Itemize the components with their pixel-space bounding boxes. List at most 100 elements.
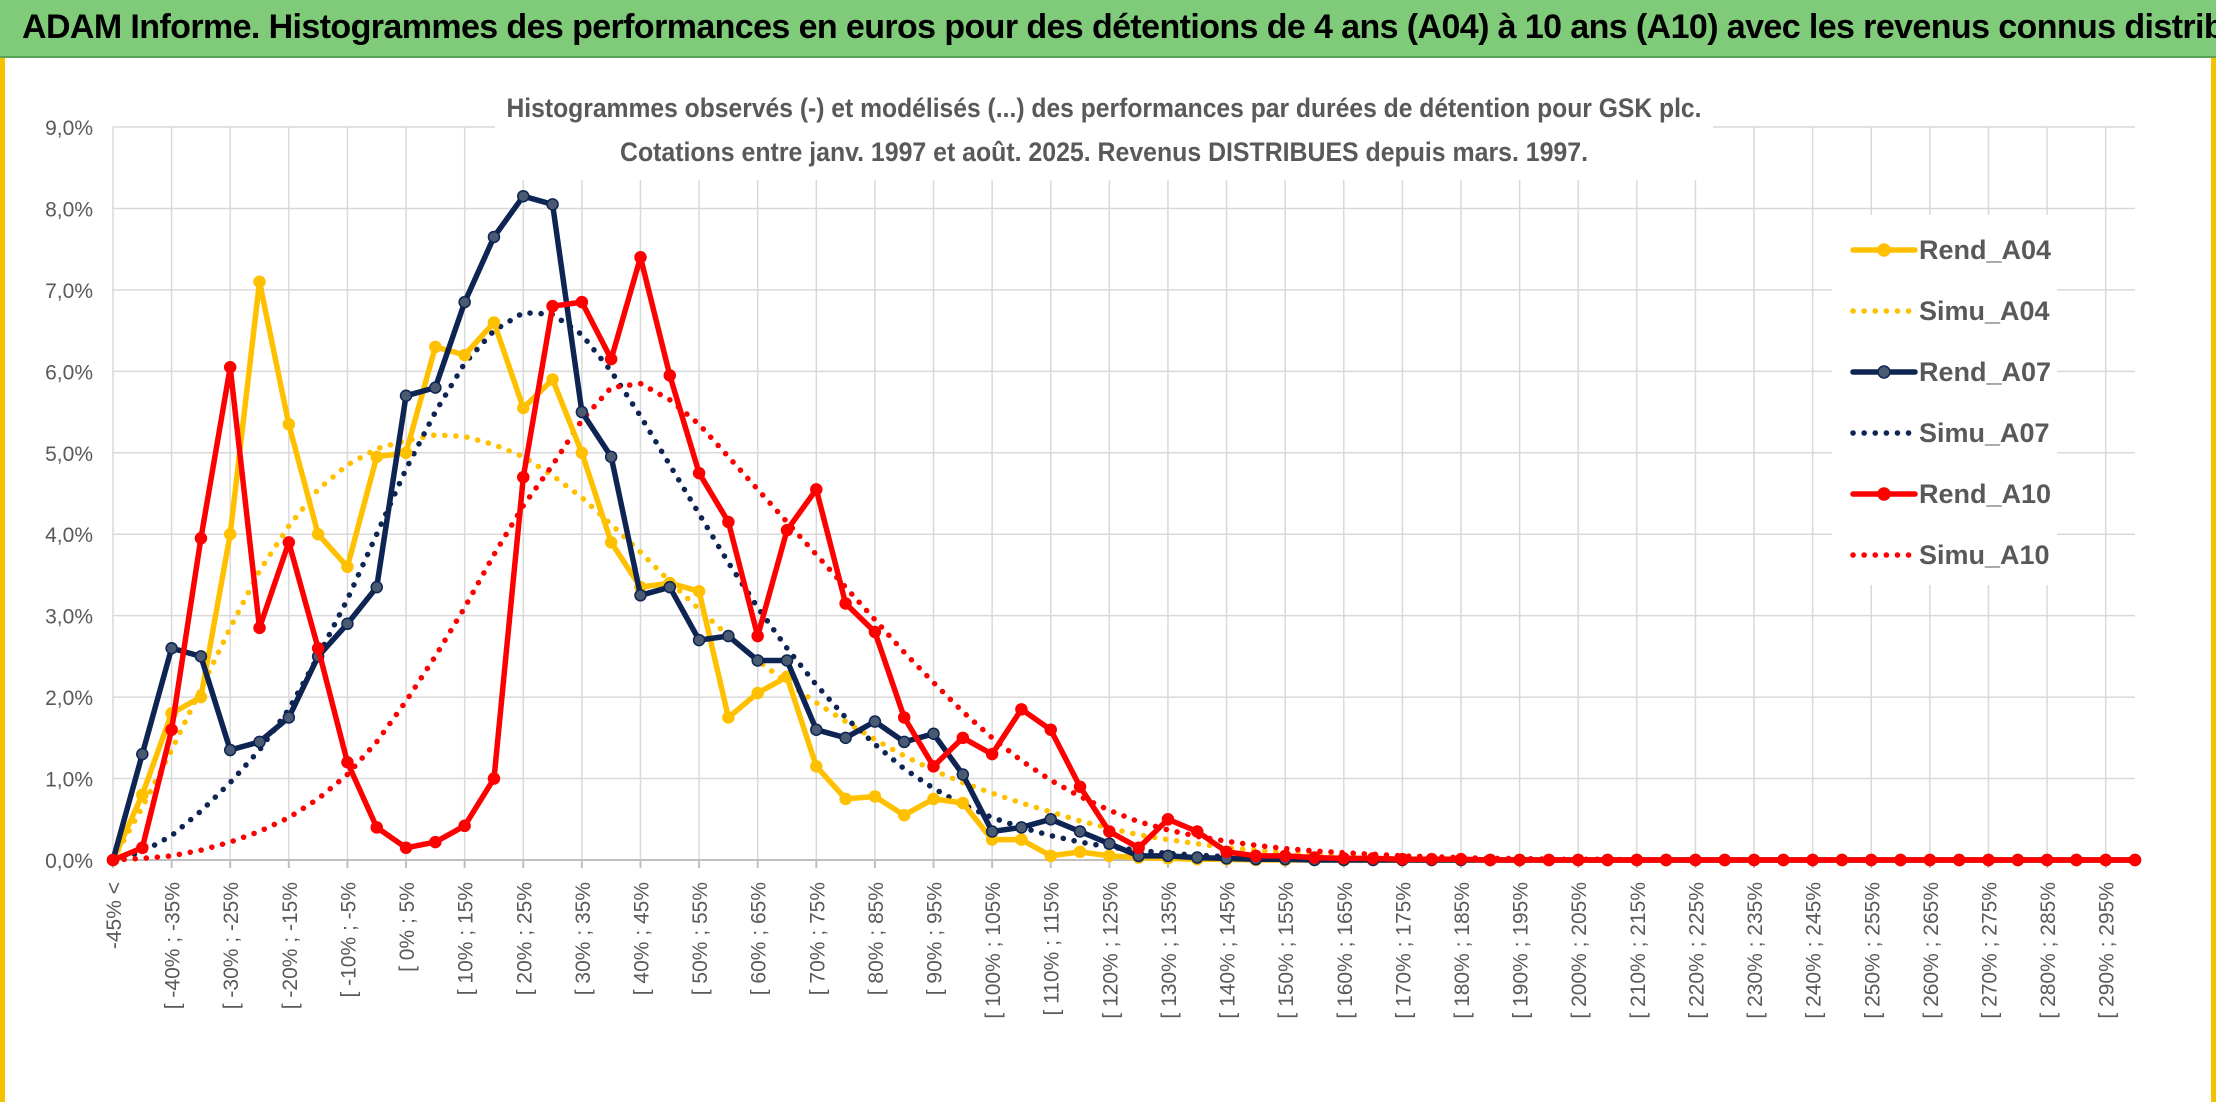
data-point	[1630, 853, 1644, 867]
chart-title-line2: Cotations entre janv. 1997 et août. 2025…	[620, 137, 1588, 167]
chart-legend: Rend_A04 Simu_A04 Rend_A07 Simu_A07 Rend_A10…	[1832, 215, 2057, 585]
data-point	[575, 405, 589, 419]
chart-grid	[112, 126, 2135, 861]
data-point	[399, 841, 413, 855]
data-point	[839, 792, 852, 806]
x-tick-label: [ 230% ; 235%	[1744, 882, 1767, 1019]
data-point	[2070, 853, 2083, 867]
data-point	[194, 532, 208, 545]
data-point	[604, 352, 618, 366]
data-point	[1337, 852, 1351, 865]
data-point	[1542, 853, 1556, 867]
data-point	[927, 760, 940, 773]
series-Simu_A07	[110, 309, 2138, 863]
data-point	[751, 686, 764, 700]
data-point	[1103, 825, 1116, 838]
data-point	[2040, 853, 2054, 867]
data-point	[341, 560, 354, 574]
data-point	[253, 275, 266, 288]
x-tick-label: [ 190% ; 195%	[1510, 882, 1533, 1019]
data-point	[1659, 853, 1673, 867]
y-tick-label: 1,0%	[45, 769, 93, 792]
data-point	[692, 466, 706, 480]
data-point	[634, 251, 647, 264]
data-point	[839, 597, 852, 610]
x-tick-label: [ -10% ; -5%	[337, 882, 360, 998]
x-tick-label: [ -20% ; -15%	[279, 882, 302, 1009]
data-point	[575, 295, 589, 309]
chart-series	[106, 189, 2142, 867]
data-point	[1571, 853, 1585, 867]
data-point	[517, 189, 530, 203]
data-point	[868, 715, 882, 728]
x-tick-label: [ 140% ; 145%	[1217, 882, 1240, 1019]
report-title: ADAM Informe. Histogrammes des performan…	[22, 8, 2216, 46]
data-point	[604, 450, 618, 464]
y-tick-label: 0,0%	[45, 850, 93, 873]
data-point	[1278, 849, 1292, 863]
data-point	[1923, 853, 1937, 867]
legend-item-Simu_A04: Simu_A04	[1850, 296, 2050, 326]
data-point	[1308, 851, 1321, 864]
legend-item-Rend_A10: Rend_A10	[1850, 479, 2051, 509]
data-point	[1806, 853, 1819, 867]
data-point	[458, 819, 471, 833]
x-tick-label: [ 120% ; 125%	[1099, 882, 1122, 1019]
data-point	[253, 735, 266, 749]
data-point	[956, 796, 970, 810]
data-point	[722, 629, 735, 643]
data-point	[1103, 837, 1116, 850]
data-point	[663, 369, 677, 382]
data-point	[165, 641, 178, 655]
y-tick-label: 9,0%	[45, 117, 93, 140]
data-point	[399, 389, 413, 403]
data-point	[282, 536, 296, 549]
x-tick-label: [ 90% ; 95%	[924, 882, 947, 995]
data-point	[1044, 723, 1057, 736]
data-point	[517, 401, 530, 415]
data-point	[1220, 845, 1233, 859]
legend-label: Rend_A10	[1919, 479, 2051, 509]
x-tick-label: [ 80% ; 85%	[865, 882, 888, 995]
x-tick-label: [ 110% ; 115%	[1041, 882, 1064, 1015]
data-point	[136, 841, 149, 855]
data-point	[1513, 853, 1526, 867]
data-point	[2011, 853, 2025, 867]
legend-marker	[1877, 243, 1891, 257]
data-point	[1191, 851, 1204, 864]
data-point	[458, 295, 471, 309]
y-tick-label: 2,0%	[45, 687, 93, 710]
data-point	[1044, 849, 1057, 863]
x-tick-label: [ 180% ; 185%	[1451, 882, 1474, 1019]
x-tick-label: [ 200% ; 205%	[1568, 882, 1591, 1019]
data-point	[1894, 853, 1907, 867]
data-point	[341, 617, 354, 631]
series-line	[110, 309, 2138, 863]
x-tick-label: [ 170% ; 175%	[1392, 882, 1415, 1019]
data-point	[897, 711, 911, 724]
x-tick-label: [ 130% ; 135%	[1158, 882, 1181, 1019]
data-point	[1191, 825, 1204, 838]
legend-label: Simu_A10	[1919, 540, 2050, 570]
x-tick-label: [ 150% ; 155%	[1275, 882, 1298, 1019]
data-point	[517, 470, 530, 484]
series-line	[110, 193, 2138, 863]
legend-label: Simu_A04	[1919, 296, 2050, 326]
data-point	[429, 340, 442, 354]
data-point	[487, 230, 501, 244]
data-point	[956, 731, 970, 745]
data-point	[399, 446, 413, 460]
data-point	[897, 735, 911, 749]
data-point	[223, 361, 237, 374]
data-point	[751, 654, 764, 667]
data-point	[223, 743, 237, 757]
legend-label: Simu_A07	[1919, 418, 2050, 448]
data-point	[1073, 845, 1087, 859]
legend-item-Rend_A07: Rend_A07	[1850, 357, 2051, 387]
data-point	[985, 747, 999, 761]
data-point	[1865, 853, 1878, 867]
legend-label: Rend_A04	[1919, 235, 2051, 265]
data-point	[927, 727, 940, 741]
data-point	[1103, 849, 1116, 863]
legend-item-Rend_A04: Rend_A04	[1850, 235, 2051, 265]
